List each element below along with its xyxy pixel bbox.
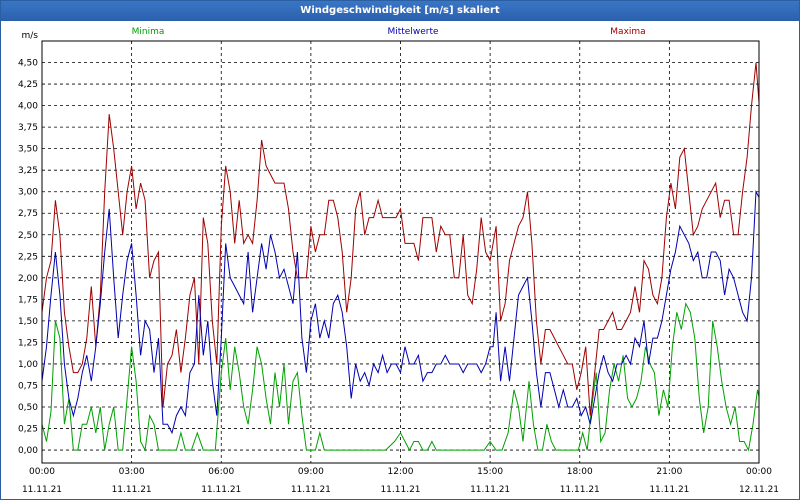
x-tick-date: 11.11.21: [291, 485, 331, 495]
y-tick-label: 2,75: [18, 209, 38, 219]
y-tick-label: 0,50: [18, 403, 38, 413]
y-tick-label: 0,25: [18, 425, 38, 435]
y-tick-label: 1,25: [18, 338, 38, 348]
y-tick-label: 1,50: [18, 317, 38, 327]
x-tick-time: 12:00: [388, 467, 414, 477]
x-tick-date: 11.11.21: [112, 485, 152, 495]
y-tick-label: 3,25: [18, 166, 38, 176]
x-tick-time: 15:00: [477, 467, 503, 477]
x-tick-date: 11.11.21: [380, 485, 420, 495]
y-tick-label: 4,25: [18, 80, 38, 90]
series-line-minima: [42, 302, 759, 452]
x-tick-date: 11.11.21: [201, 485, 241, 495]
y-tick-label: 3,00: [18, 188, 38, 198]
plot-border: [41, 40, 760, 464]
y-tick-label: 1,00: [18, 360, 38, 370]
y-tick-label: 2,50: [18, 231, 38, 241]
x-tick-date: 12.11.21: [739, 485, 779, 495]
x-tick-time: 00:00: [746, 467, 772, 477]
legend: Minima Mittelwerte Maxima: [132, 27, 646, 37]
x-tick-date: 11.11.21: [470, 485, 510, 495]
wind-speed-chart: 0,00 0,25 0,50 0,75 1,00 1,25 1,50 1,75 2,00 2,25…: [18, 27, 779, 495]
x-tick-time: 03:00: [119, 467, 145, 477]
x-tick-date: 11.11.21: [560, 485, 600, 495]
chart-title: Windgeschwindigkeit [m/s] skaliert: [1, 1, 799, 21]
series-line-mittelwerte: [42, 189, 759, 435]
x-tick-time: 09:00: [298, 467, 324, 477]
y-tick-label: 1,75: [18, 295, 38, 305]
series-layer: [42, 62, 759, 452]
x-tick-date: 11.11.21: [22, 485, 62, 495]
y-tick-label: 3,75: [18, 123, 38, 133]
y-tick-label: 0,75: [18, 381, 38, 391]
x-tick-date: 11.11.21: [649, 485, 689, 495]
legend-maxima: Maxima: [610, 27, 645, 37]
grid-lines: [41, 41, 760, 463]
axes: 0,00 0,25 0,50 0,75 1,00 1,25 1,50 1,75 2,00 2,25…: [18, 31, 779, 495]
x-tick-time: 00:00: [29, 467, 55, 477]
y-tick-label: 3,50: [18, 145, 38, 155]
x-tick-time: 21:00: [656, 467, 682, 477]
x-tick-time: 06:00: [208, 467, 234, 477]
legend-mittelwerte: Mittelwerte: [387, 27, 438, 37]
y-tick-label: 4,50: [18, 59, 38, 69]
series-line-maxima: [42, 62, 759, 416]
y-axis-label: m/s: [22, 31, 39, 41]
y-tick-label: 4,00: [18, 102, 38, 112]
y-tick-label: 2,25: [18, 252, 38, 262]
x-tick-time: 18:00: [567, 467, 593, 477]
legend-minima: Minima: [132, 27, 165, 37]
y-tick-label: 0,00: [18, 446, 38, 456]
y-tick-label: 2,00: [18, 274, 38, 284]
